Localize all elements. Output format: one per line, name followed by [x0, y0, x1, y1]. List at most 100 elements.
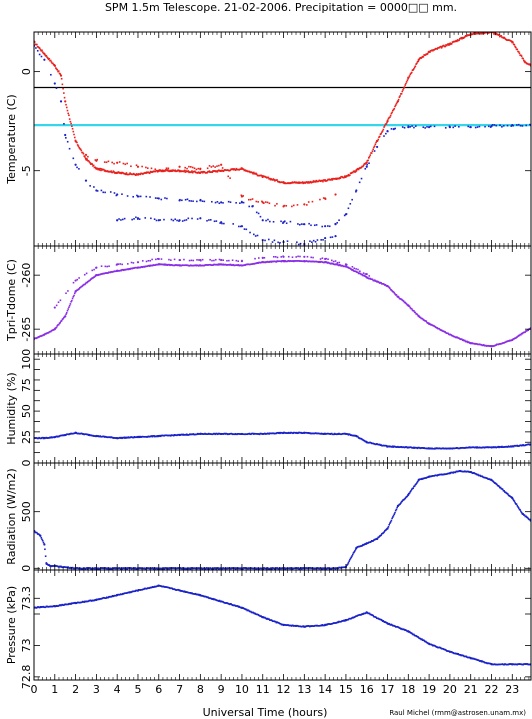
- data-point: [298, 181, 300, 183]
- data-point: [120, 269, 123, 272]
- data-point: [255, 211, 258, 214]
- data-point: [413, 67, 415, 70]
- data-point: [489, 126, 492, 128]
- data-point: [465, 655, 468, 658]
- data-point: [442, 44, 445, 47]
- data-point: [93, 186, 95, 188]
- data-point: [375, 616, 377, 619]
- data-point: [304, 182, 307, 184]
- data-point: [121, 193, 123, 195]
- data-point: [56, 69, 59, 71]
- y-axis-title: Tpri-Tdome (C): [5, 259, 18, 342]
- data-point: [301, 181, 304, 183]
- data-point: [413, 485, 416, 487]
- data-point: [59, 321, 62, 324]
- data-point: [236, 605, 239, 607]
- data-point: [426, 52, 429, 55]
- data-point-sample: [157, 219, 160, 222]
- data-point: [299, 242, 302, 245]
- data-point-sample: [392, 127, 395, 131]
- data-point: [441, 45, 444, 48]
- data-point: [346, 563, 349, 566]
- data-point: [88, 161, 91, 163]
- data-point-sample: [344, 213, 348, 216]
- data-point-sample: [428, 126, 431, 129]
- data-point: [104, 191, 106, 194]
- data-point: [85, 272, 88, 275]
- data-point-sample: [95, 159, 98, 162]
- data-point: [235, 259, 238, 262]
- data-point-sample: [59, 74, 63, 77]
- data-point: [154, 168, 157, 171]
- data-point-sample: [303, 223, 306, 226]
- data-point-sample: [240, 195, 244, 198]
- data-point: [44, 548, 46, 551]
- data-point: [231, 259, 234, 262]
- data-point: [260, 615, 262, 617]
- data-point: [329, 236, 332, 239]
- data-point: [483, 32, 486, 35]
- data-point: [139, 195, 142, 198]
- data-point: [84, 156, 86, 158]
- data-point-sample: [136, 165, 140, 168]
- data-point: [416, 314, 419, 316]
- data-point: [368, 275, 371, 277]
- data-point: [464, 36, 466, 38]
- data-point: [496, 483, 498, 486]
- data-point: [164, 197, 166, 199]
- data-point: [267, 238, 270, 241]
- data-point: [402, 628, 405, 630]
- data-point: [89, 279, 91, 282]
- data-point: [391, 517, 393, 520]
- data-point: [413, 310, 415, 312]
- data-point-sample: [199, 264, 202, 267]
- data-point-sample: [39, 534, 42, 537]
- data-point: [213, 259, 215, 262]
- data-point-sample: [136, 266, 140, 269]
- data-point: [150, 217, 152, 220]
- data-point: [410, 72, 412, 75]
- panel-frame: [33, 353, 532, 464]
- data-point: [372, 614, 374, 617]
- data-point: [498, 34, 500, 36]
- series-2-points: [34, 44, 531, 228]
- data-point: [191, 170, 193, 172]
- data-point: [410, 307, 413, 310]
- data-point: [297, 255, 299, 258]
- data-point: [312, 256, 314, 259]
- data-point: [71, 297, 74, 300]
- data-point: [206, 167, 209, 170]
- data-point: [253, 233, 255, 236]
- data-point-sample: [428, 447, 431, 450]
- data-point-sample: [178, 199, 181, 202]
- data-point: [183, 590, 186, 593]
- data-point: [274, 256, 277, 258]
- data-point: [148, 172, 151, 175]
- data-point: [131, 218, 133, 221]
- data-point: [528, 63, 531, 65]
- data-point: [259, 215, 262, 218]
- data-point: [322, 239, 324, 241]
- data-point: [208, 165, 211, 167]
- data-point: [372, 148, 374, 151]
- data-point: [457, 653, 460, 655]
- data-point-sample: [324, 257, 327, 261]
- data-point-sample: [376, 537, 379, 540]
- data-point: [144, 217, 147, 219]
- data-point: [36, 531, 38, 534]
- data-point: [206, 219, 208, 222]
- data-point: [495, 124, 498, 127]
- data-point: [106, 170, 109, 172]
- data-point: [326, 179, 329, 182]
- data-point: [100, 265, 103, 267]
- data-point: [380, 282, 382, 284]
- data-point: [440, 45, 442, 48]
- data-point: [408, 75, 411, 77]
- data-point: [316, 239, 319, 241]
- data-point-sample: [469, 470, 472, 474]
- data-point: [519, 124, 522, 127]
- data-point: [256, 234, 259, 237]
- data-point: [406, 79, 409, 82]
- data-point-sample: [95, 434, 98, 438]
